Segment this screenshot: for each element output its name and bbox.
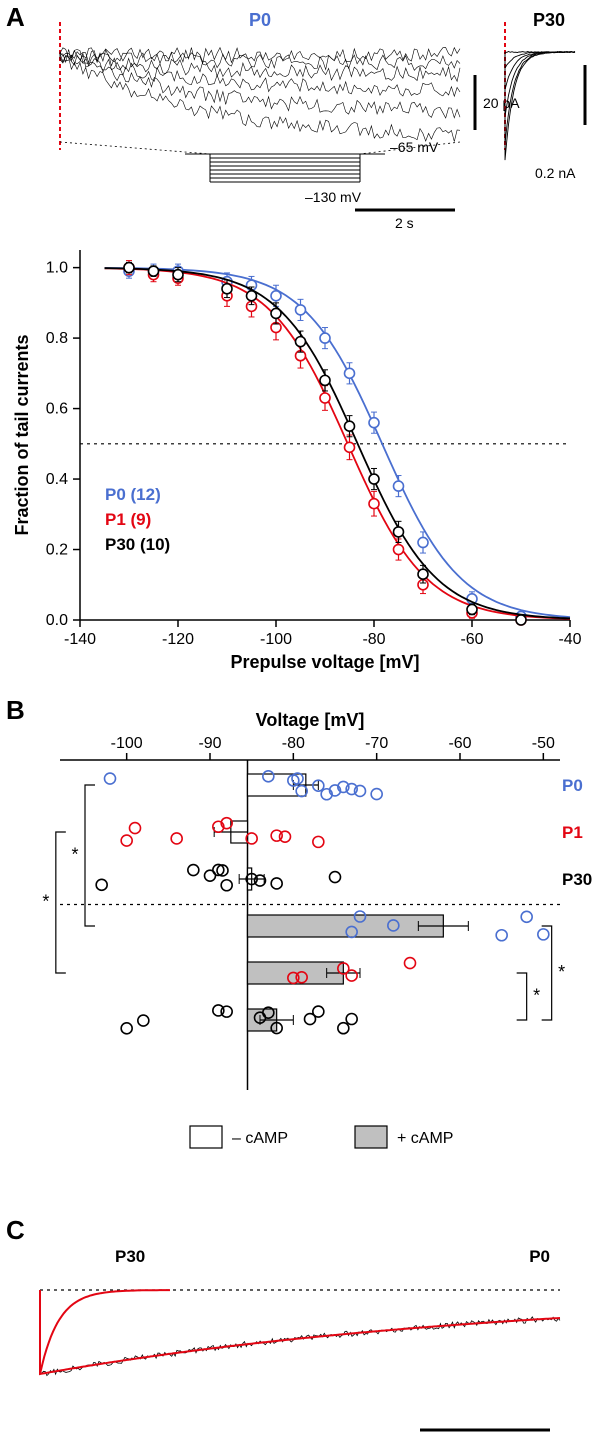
svg-text:-60: -60 [460, 631, 483, 648]
svg-text:-40: -40 [558, 631, 581, 648]
svg-text:*: * [533, 986, 540, 1006]
svg-text:0.6: 0.6 [46, 401, 68, 418]
svg-text:P0: P0 [529, 1247, 550, 1266]
panel-a-label: A [6, 2, 25, 33]
svg-text:*: * [42, 892, 49, 912]
panel-c-svg: P30P02 s [0, 1215, 600, 1435]
svg-text:-100: -100 [111, 735, 143, 752]
svg-text:0.8: 0.8 [46, 330, 68, 347]
svg-text:20 pA: 20 pA [483, 95, 520, 111]
svg-text:Fraction of tail currents: Fraction of tail currents [12, 334, 32, 535]
svg-text:-70: -70 [365, 735, 388, 752]
svg-text:*: * [558, 962, 565, 982]
svg-text:P30: P30 [115, 1247, 145, 1266]
svg-text:-100: -100 [260, 631, 292, 648]
svg-text:P0: P0 [562, 776, 583, 795]
svg-text:P1 (9): P1 (9) [105, 510, 151, 529]
svg-text:0.0: 0.0 [46, 612, 68, 629]
svg-text:–130 mV: –130 mV [305, 189, 362, 205]
svg-text:– cAMP: – cAMP [232, 1130, 288, 1147]
svg-text:Voltage [mV]: Voltage [mV] [256, 710, 365, 730]
svg-text:P30: P30 [533, 10, 565, 30]
svg-text:P30: P30 [562, 870, 592, 889]
svg-text:2 s: 2 s [395, 215, 414, 231]
svg-text:P0 (12): P0 (12) [105, 485, 161, 504]
svg-text:-120: -120 [162, 631, 194, 648]
svg-text:P1: P1 [562, 823, 583, 842]
svg-text:1.0: 1.0 [46, 260, 68, 277]
svg-text:-80: -80 [282, 735, 305, 752]
svg-text:*: * [71, 845, 78, 865]
svg-text:-50: -50 [532, 735, 555, 752]
panel-a-svg: P0 –65 mV –130 mV 20 pA 2 s P30 0.2 nA -140 -120… [0, 0, 600, 680]
svg-text:0.2: 0.2 [46, 542, 68, 559]
svg-text:0.4: 0.4 [46, 471, 68, 488]
svg-text:-90: -90 [198, 735, 221, 752]
svg-text:-60: -60 [448, 735, 471, 752]
svg-text:P30 (10): P30 (10) [105, 535, 170, 554]
panel-b-svg: -100 -90 -80 -70 -60 -50 Voltage [mV] P0 P1 P30 * *… [0, 700, 600, 1200]
svg-text:–65 mV: –65 mV [390, 139, 439, 155]
svg-text:-80: -80 [362, 631, 385, 648]
svg-text:Prepulse voltage [mV]: Prepulse voltage [mV] [230, 652, 419, 672]
svg-text:0.2 nA: 0.2 nA [535, 165, 576, 181]
svg-text:+ cAMP: + cAMP [397, 1130, 453, 1147]
figure-root: A P0 –65 mV –130 mV 20 pA 2 s P30 0.2 nA -140 -1… [0, 0, 600, 685]
svg-text:-140: -140 [64, 631, 96, 648]
p0-trace-label: P0 [249, 10, 271, 30]
